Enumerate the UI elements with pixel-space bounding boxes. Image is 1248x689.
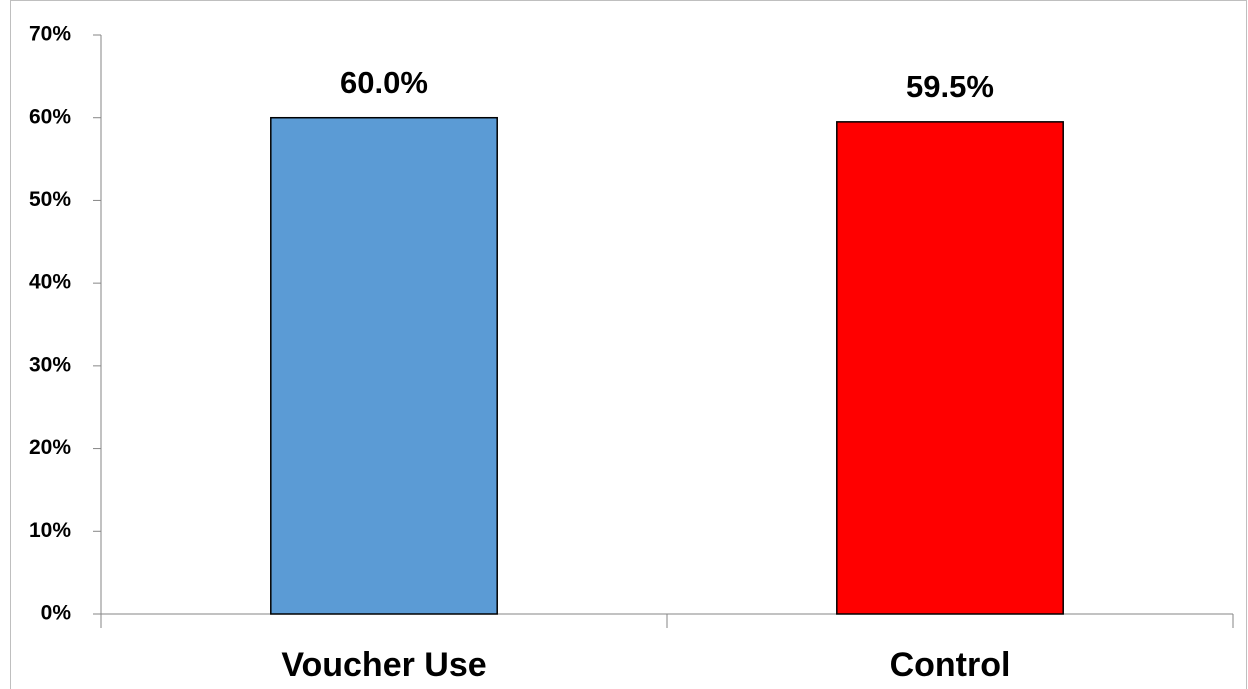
y-tick-label: 40% — [29, 271, 71, 294]
y-tick-label: 0% — [41, 602, 72, 625]
x-tick-label: Voucher Use — [281, 646, 486, 684]
data-label: 59.5% — [906, 69, 994, 104]
bar — [836, 121, 1064, 615]
y-tick-label: 20% — [29, 436, 71, 459]
y-tick-label: 60% — [29, 105, 71, 128]
data-label: 60.0% — [340, 65, 428, 100]
y-tick-label: 30% — [29, 353, 71, 376]
y-tick-label: 70% — [29, 23, 71, 46]
y-tick-label: 10% — [29, 519, 71, 542]
y-tick-label: 50% — [29, 188, 71, 211]
chart-border — [10, 0, 1247, 689]
x-tick-label: Control — [890, 646, 1011, 684]
bar — [270, 116, 498, 615]
